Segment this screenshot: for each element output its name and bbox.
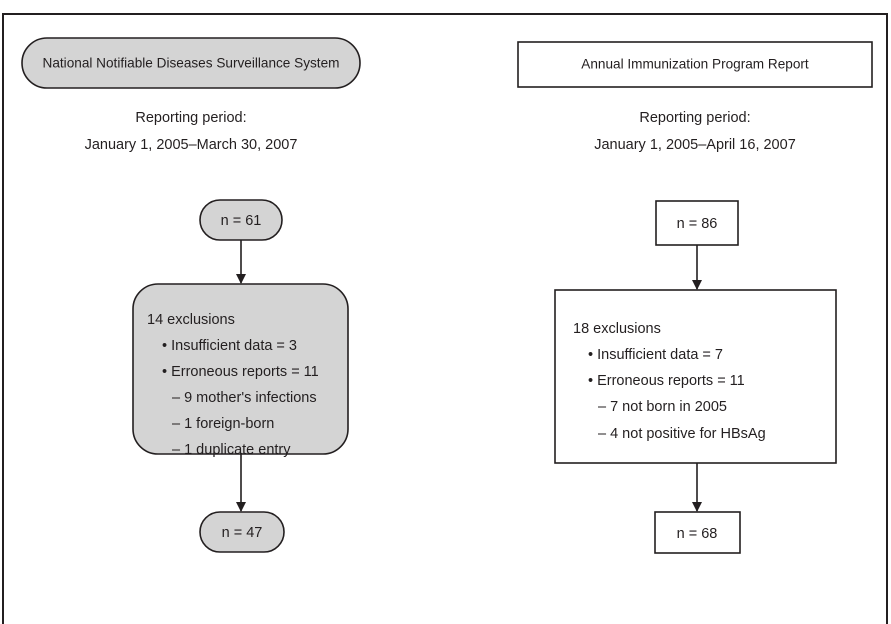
exclusion-heading: 14 exclusions [147, 312, 235, 328]
exclusion-heading: 18 exclusions [573, 321, 661, 337]
exclusion-subline: – 4 not positive for HBsAg [598, 426, 766, 442]
source-pill [21, 37, 361, 89]
n-end-box [199, 511, 285, 553]
exclusion-subline: – 7 not born in 2005 [598, 399, 727, 415]
panel-title: National Notifiable Diseases Surveillanc… [43, 56, 340, 71]
n-end-box [654, 511, 741, 554]
n-start-box [655, 200, 739, 246]
source-box [517, 41, 873, 88]
exclusion-subline: – 9 mother's infections [172, 390, 317, 406]
panel-title: Annual Immunization Program Report [581, 57, 809, 72]
exclusion-subline: – 1 foreign-born [172, 416, 274, 432]
n-end: n = 47 [222, 525, 263, 541]
period: January 1, 2005–March 30, 2007 [85, 137, 298, 153]
exclusion-line: • Erroneous reports = 11 [588, 373, 745, 389]
n-start: n = 61 [221, 213, 262, 229]
n-end: n = 68 [677, 526, 718, 542]
period-label: Reporting period: [639, 110, 750, 126]
exclusion-line: • Insufficient data = 7 [588, 347, 723, 363]
n-start: n = 86 [677, 216, 718, 232]
outer-frame [2, 13, 888, 624]
exclusion-line: • Erroneous reports = 11 [162, 364, 319, 380]
exclusion-box [554, 289, 837, 464]
period-label: Reporting period: [135, 110, 246, 126]
period: January 1, 2005–April 16, 2007 [594, 137, 796, 153]
exclusion-subline: – 1 duplicate entry [172, 442, 291, 458]
exclusion-line: • Insufficient data = 3 [162, 338, 297, 354]
